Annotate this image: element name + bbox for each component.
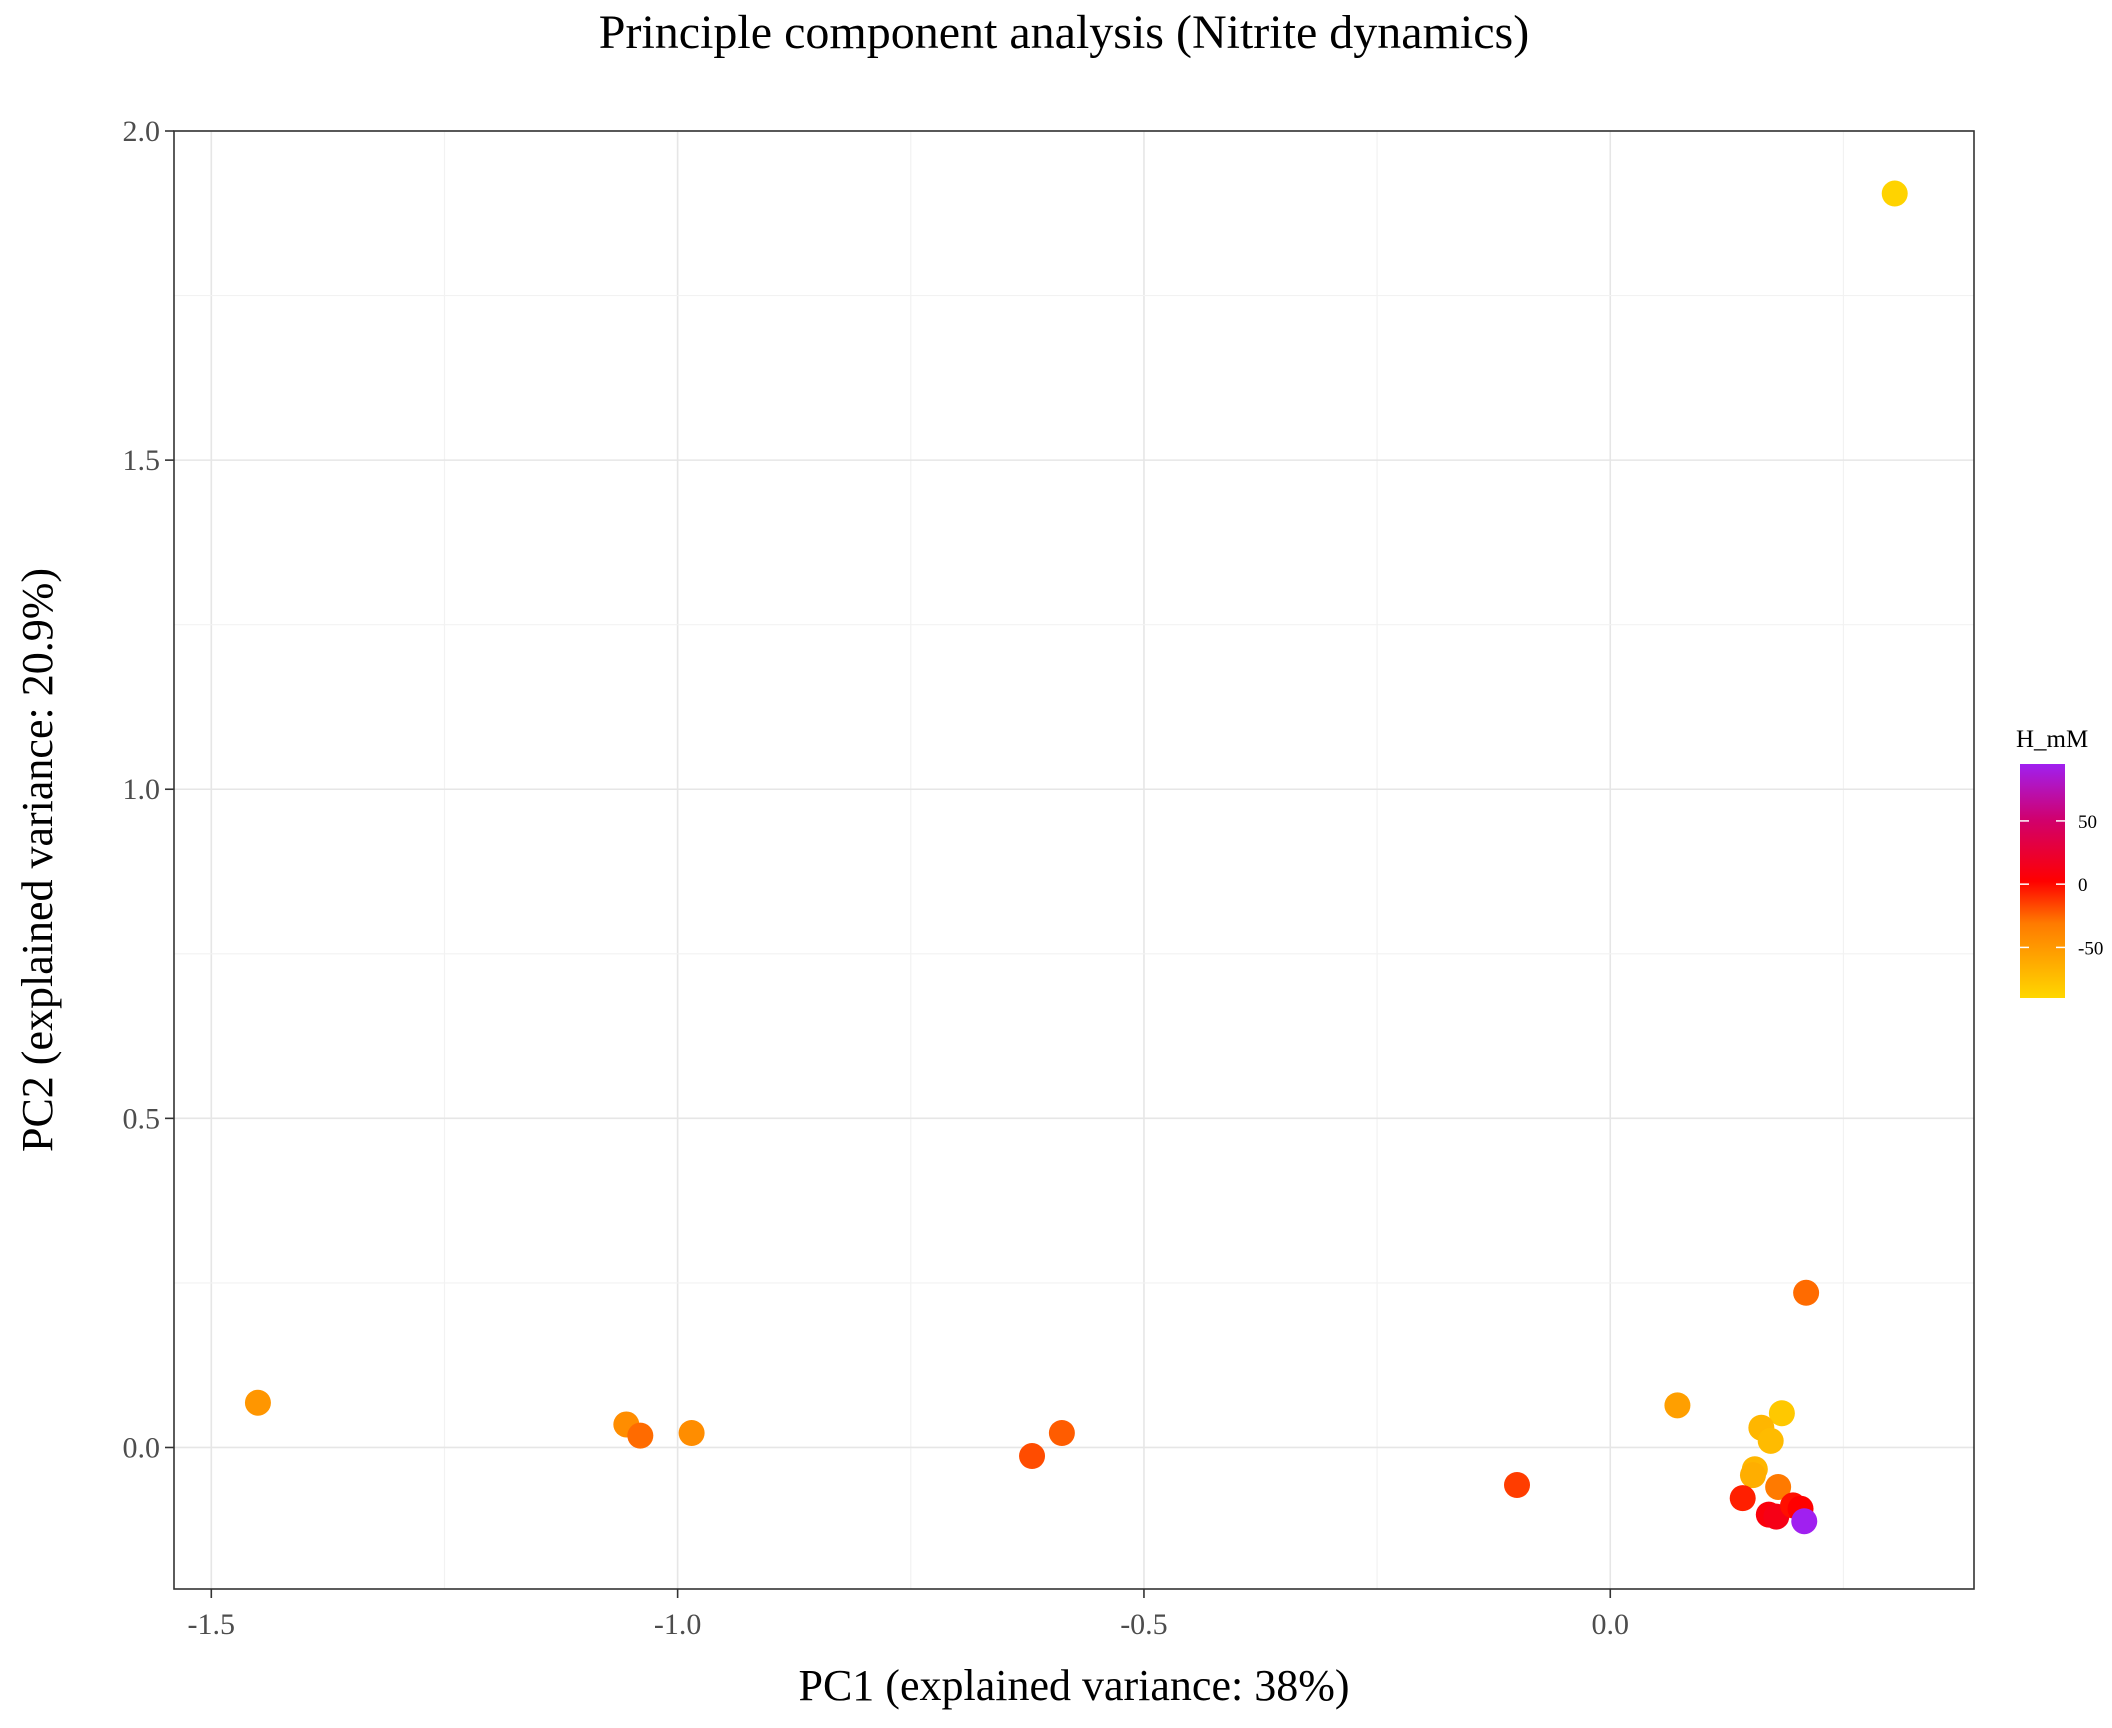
y-axis-label: PC2 (explained variance: 20.9%): [13, 568, 62, 1152]
x-tick-label: -0.5: [1120, 1608, 1168, 1641]
data-point: [678, 1419, 705, 1446]
data-point: [1757, 1427, 1784, 1454]
y-tick-label: 2.0: [123, 115, 161, 148]
legend-tick-label: 0: [2078, 875, 2088, 896]
data-point: [1881, 180, 1908, 207]
data-point: [1729, 1485, 1756, 1512]
data-point: [1504, 1471, 1531, 1498]
data-point: [244, 1389, 271, 1416]
y-tick-label: 1.5: [123, 444, 161, 477]
data-point: [1664, 1392, 1691, 1419]
chart-title: Principle component analysis (Nitrite dy…: [599, 6, 1529, 59]
legend-colorbar: [2020, 764, 2065, 998]
y-tick-label: 1.0: [123, 773, 161, 806]
y-tick-label: 0.5: [123, 1102, 161, 1135]
x-axis: -1.5 -1.0 -0.5 0.0: [188, 1589, 1629, 1641]
color-legend: H_mM 50 0 -50: [2016, 726, 2103, 998]
x-axis-label: PC1 (explained variance: 38%): [798, 1661, 1349, 1710]
legend-tick-label: -50: [2078, 938, 2103, 959]
data-point: [1765, 1473, 1792, 1500]
x-tick-label: -1.5: [188, 1608, 236, 1641]
grid-lines: [174, 130, 1974, 1589]
y-axis: 0.0 0.5 1.0 1.5 2.0: [123, 115, 174, 1464]
legend-tick-label: 50: [2078, 812, 2097, 833]
x-tick-label: -1.0: [654, 1608, 702, 1641]
data-point: [1768, 1400, 1795, 1427]
legend-ticks: 50 0 -50: [2020, 812, 2103, 959]
plot-panel-border: [173, 130, 1975, 1590]
data-point: [627, 1422, 654, 1449]
y-tick-label: 0.0: [123, 1431, 161, 1464]
legend-title: H_mM: [2016, 726, 2088, 753]
data-point: [1791, 1508, 1818, 1535]
data-points: [244, 180, 1908, 1535]
x-tick-label: 0.0: [1592, 1608, 1630, 1641]
data-point: [1048, 1419, 1075, 1446]
data-point: [1793, 1279, 1820, 1306]
data-point: [1019, 1443, 1046, 1470]
data-point: [1739, 1462, 1766, 1489]
